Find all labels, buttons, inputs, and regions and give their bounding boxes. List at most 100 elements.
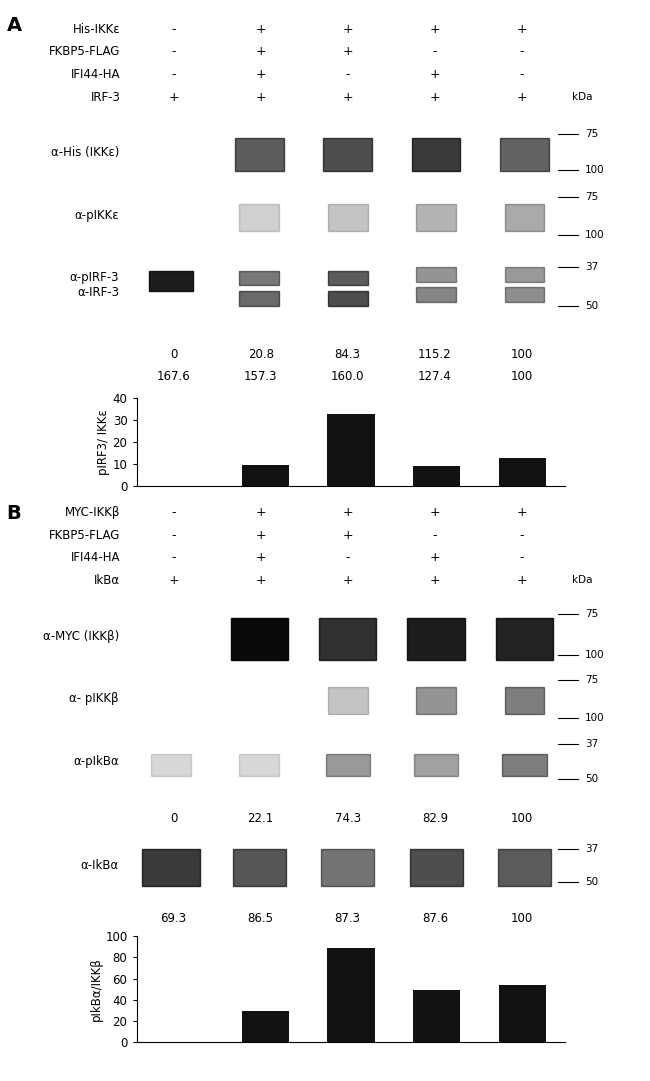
- Bar: [239, 270, 280, 285]
- Bar: [416, 286, 456, 302]
- Text: 100: 100: [511, 370, 533, 383]
- Text: -: -: [520, 45, 524, 58]
- Text: +: +: [343, 23, 353, 36]
- Text: 100: 100: [585, 164, 604, 175]
- Bar: [499, 985, 546, 1042]
- Text: 100: 100: [585, 712, 604, 723]
- Bar: [328, 291, 368, 306]
- Bar: [502, 753, 547, 776]
- Bar: [151, 753, 191, 776]
- Text: +: +: [430, 68, 440, 81]
- Text: +: +: [517, 91, 527, 104]
- Text: +: +: [430, 23, 440, 36]
- Bar: [231, 618, 288, 660]
- Text: +: +: [255, 529, 266, 542]
- Y-axis label: pIRF3/ IKKε: pIRF3/ IKKε: [97, 410, 110, 475]
- Text: α-pIkBα: α-pIkBα: [73, 755, 119, 769]
- Text: kDa: kDa: [572, 92, 593, 103]
- Text: 167.6: 167.6: [157, 370, 190, 383]
- Text: IRF-3: IRF-3: [90, 91, 120, 104]
- Text: 127.4: 127.4: [418, 370, 452, 383]
- Text: +: +: [168, 91, 179, 104]
- Text: +: +: [255, 45, 266, 58]
- Bar: [416, 267, 456, 282]
- Bar: [142, 850, 200, 886]
- Text: 84.3: 84.3: [335, 348, 361, 361]
- Text: +: +: [343, 506, 353, 519]
- Text: 87.6: 87.6: [422, 912, 448, 925]
- Text: 37: 37: [585, 738, 598, 749]
- Bar: [499, 458, 546, 486]
- Text: +: +: [255, 91, 266, 104]
- Text: His-IKKε: His-IKKε: [73, 23, 120, 36]
- Text: -: -: [520, 551, 524, 564]
- Text: +: +: [517, 23, 527, 36]
- Text: +: +: [517, 506, 527, 519]
- Text: 100: 100: [511, 348, 533, 361]
- Text: +: +: [430, 91, 440, 104]
- Text: +: +: [517, 574, 527, 587]
- Y-axis label: pIkBα/IKKβ: pIkBα/IKKβ: [90, 957, 103, 1022]
- Text: -: -: [172, 506, 176, 519]
- Text: 20.8: 20.8: [248, 348, 274, 361]
- Bar: [233, 850, 286, 886]
- Bar: [412, 138, 460, 171]
- Text: -: -: [433, 45, 437, 58]
- Bar: [324, 138, 372, 171]
- Text: 100: 100: [511, 912, 533, 925]
- Text: MYC-IKKβ: MYC-IKKβ: [65, 506, 120, 519]
- Text: +: +: [343, 529, 353, 542]
- Bar: [414, 753, 458, 776]
- Text: FKBP5-FLAG: FKBP5-FLAG: [49, 45, 120, 58]
- Text: -: -: [172, 529, 176, 542]
- Text: +: +: [255, 506, 266, 519]
- Bar: [504, 688, 545, 713]
- Bar: [242, 465, 289, 486]
- Bar: [149, 270, 193, 291]
- Bar: [326, 753, 370, 776]
- Bar: [413, 466, 460, 486]
- Text: +: +: [343, 574, 353, 587]
- Text: -: -: [520, 68, 524, 81]
- Bar: [500, 138, 549, 171]
- Text: α- pIKKβ: α- pIKKβ: [70, 692, 119, 706]
- Text: α-pIKKε: α-pIKKε: [74, 209, 119, 223]
- Text: α-MYC (IKKβ): α-MYC (IKKβ): [43, 629, 119, 643]
- Text: -: -: [346, 551, 350, 564]
- Text: +: +: [343, 91, 353, 104]
- Bar: [319, 618, 376, 660]
- Text: IkBα: IkBα: [94, 574, 120, 587]
- Text: +: +: [255, 23, 266, 36]
- Bar: [239, 204, 280, 230]
- Text: 22.1: 22.1: [248, 812, 274, 825]
- Text: 74.3: 74.3: [335, 812, 361, 825]
- Bar: [328, 204, 368, 230]
- Text: 115.2: 115.2: [418, 348, 452, 361]
- Text: 100: 100: [585, 650, 604, 660]
- Text: 50: 50: [585, 877, 598, 888]
- Bar: [328, 688, 368, 713]
- Bar: [504, 267, 545, 282]
- Text: kDa: kDa: [572, 575, 593, 586]
- Bar: [328, 270, 368, 285]
- Bar: [504, 286, 545, 302]
- Text: +: +: [430, 574, 440, 587]
- Text: B: B: [6, 504, 21, 523]
- Text: α-IkBα: α-IkBα: [81, 858, 119, 872]
- Text: 37: 37: [585, 843, 598, 854]
- Text: +: +: [168, 574, 179, 587]
- Text: +: +: [255, 68, 266, 81]
- Text: -: -: [172, 68, 176, 81]
- Text: IFI44-HA: IFI44-HA: [71, 551, 120, 564]
- Text: 50: 50: [585, 774, 598, 785]
- Text: 82.9: 82.9: [422, 812, 448, 825]
- Bar: [242, 1011, 289, 1042]
- Bar: [235, 138, 283, 171]
- Bar: [328, 414, 374, 486]
- Text: 69.3: 69.3: [161, 912, 187, 925]
- Text: 37: 37: [585, 262, 598, 272]
- Text: -: -: [172, 45, 176, 58]
- Text: +: +: [343, 45, 353, 58]
- Text: 75: 75: [585, 191, 598, 202]
- Bar: [410, 850, 463, 886]
